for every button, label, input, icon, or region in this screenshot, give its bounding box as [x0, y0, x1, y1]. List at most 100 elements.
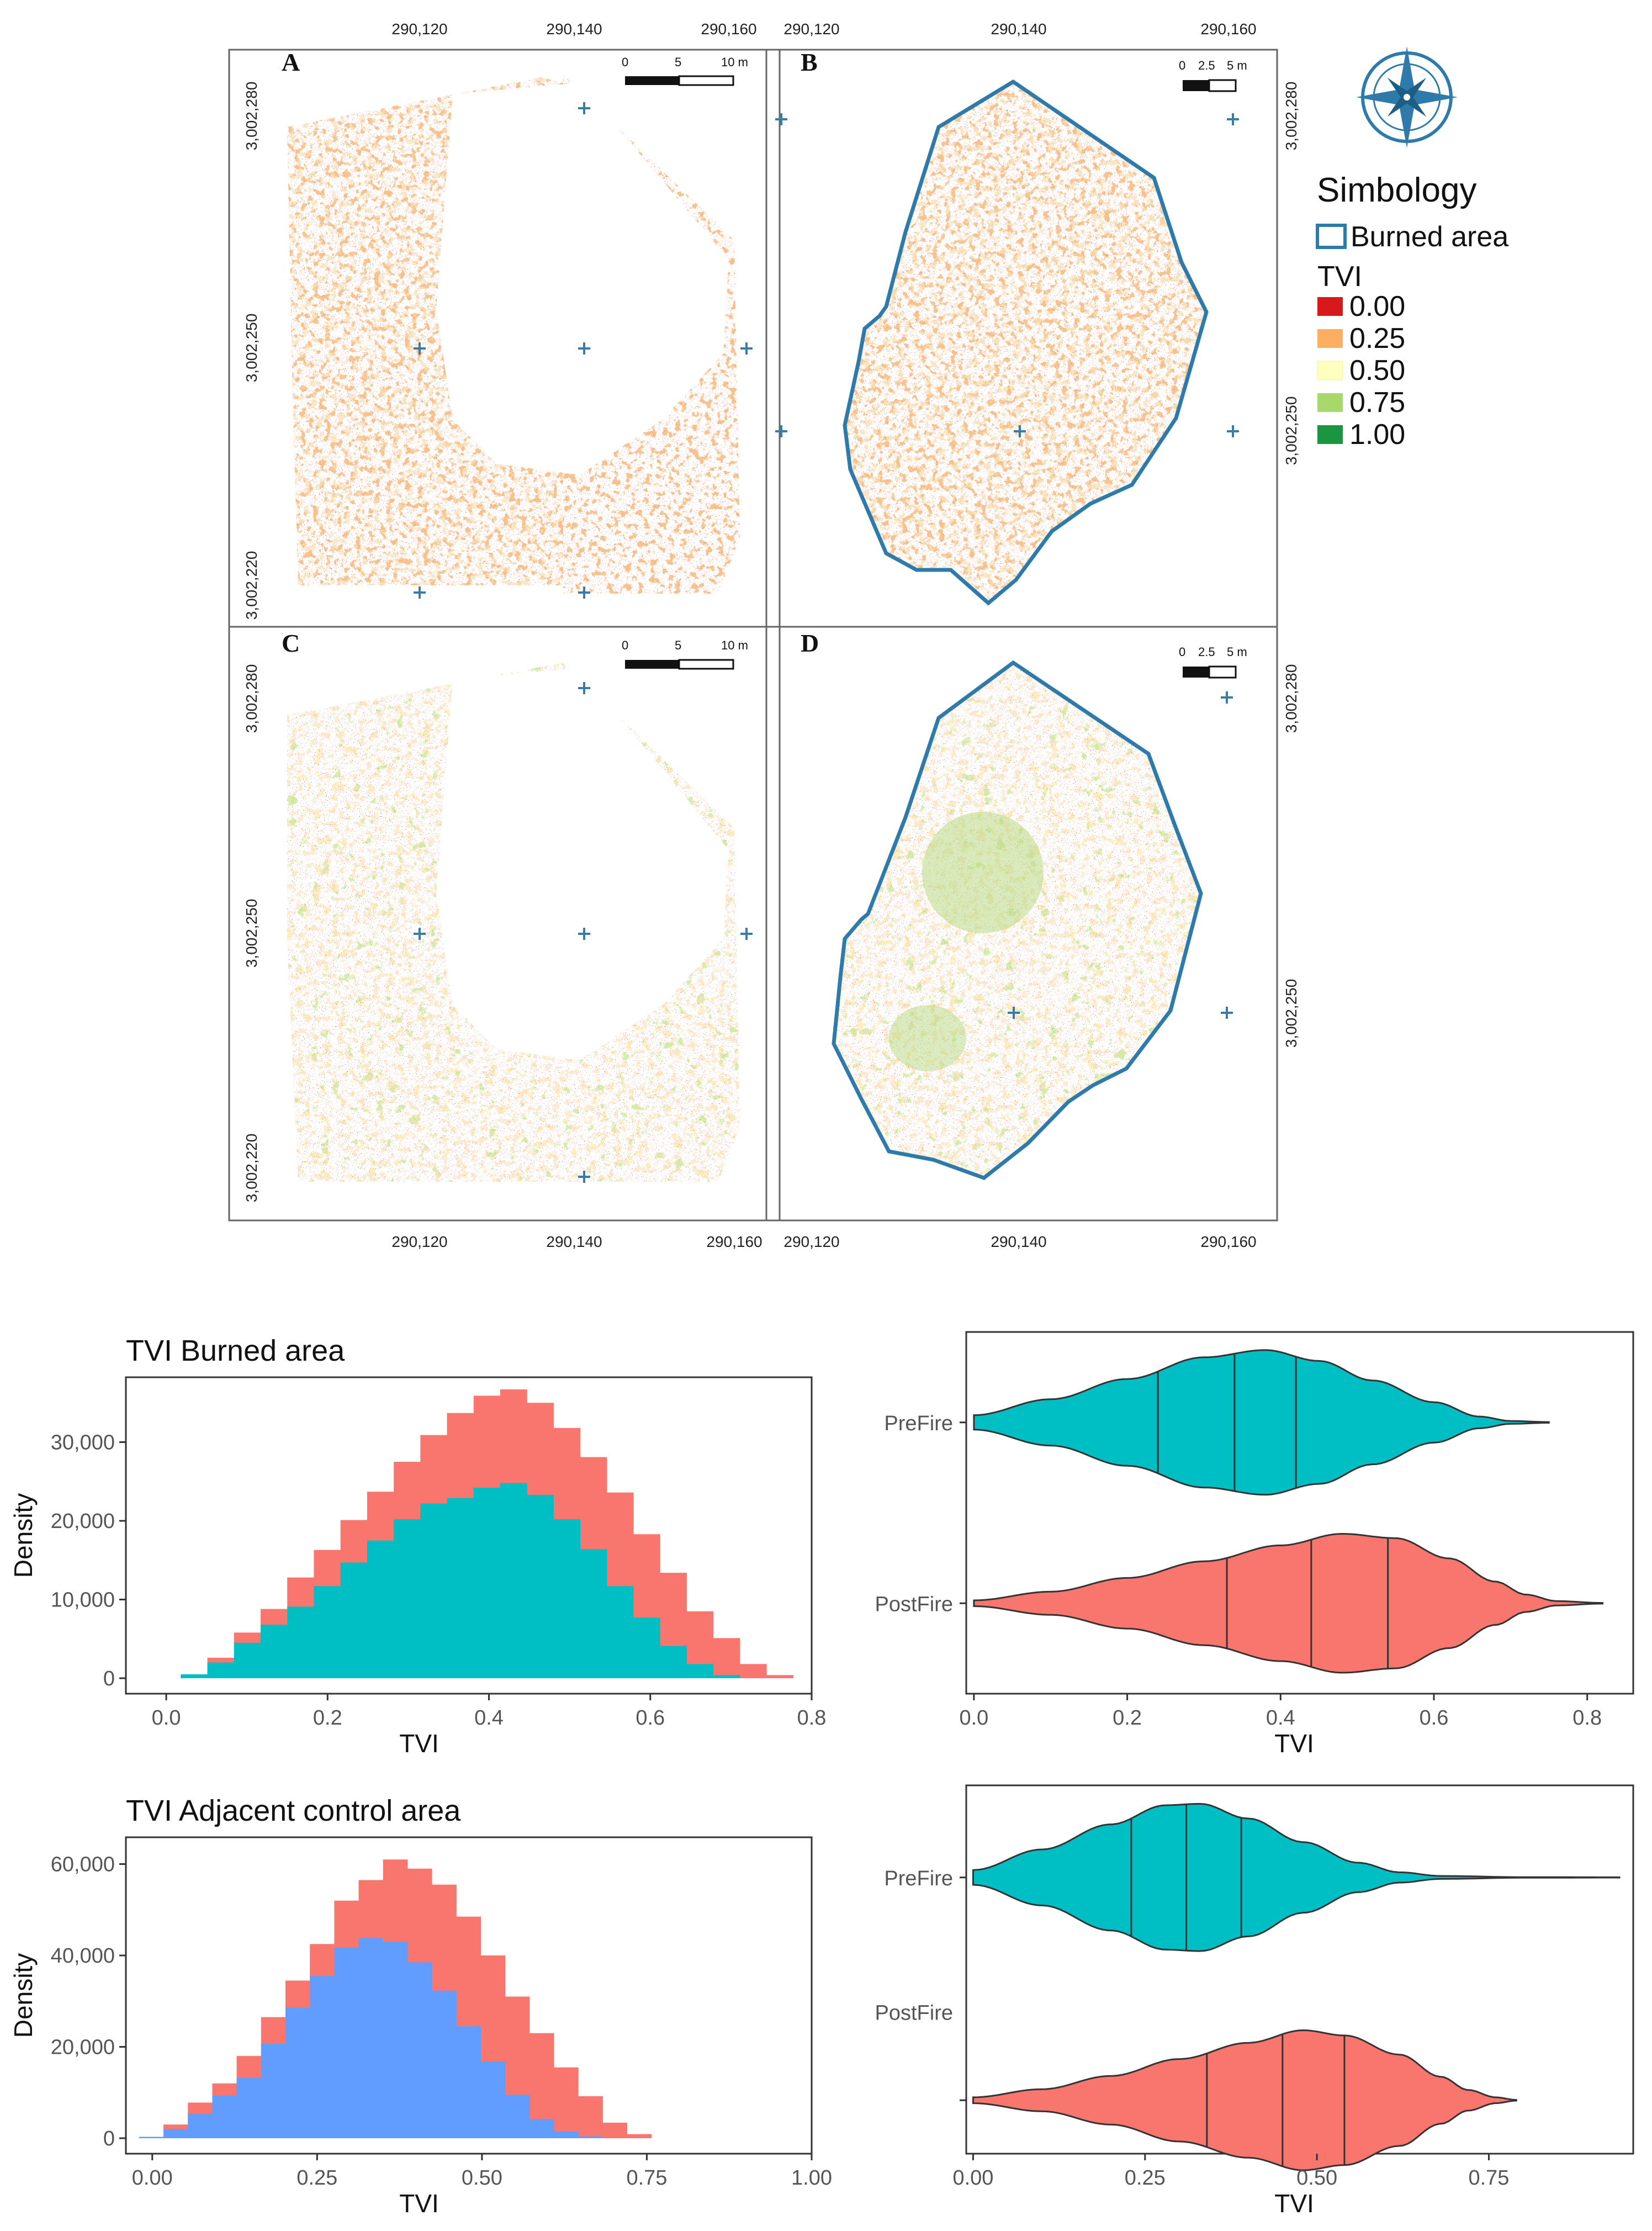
histogram-bar-prefire — [139, 2137, 164, 2138]
histogram-bar-prefire — [407, 1962, 432, 2138]
legend-swatch-1 — [1317, 329, 1343, 348]
legend-tvi-label: TVI — [1317, 261, 1362, 293]
y-tick-label: 60,000 — [51, 1853, 115, 1876]
legend-swatch-4 — [1317, 425, 1343, 444]
histogram-bar-prefire — [473, 1488, 501, 1678]
scale-bar-b: 0 2.5 5 m — [1179, 59, 1247, 92]
coord-top-a-1: 290,120 — [391, 20, 447, 38]
histogram-bar-prefire — [480, 2061, 506, 2138]
legend-class-label-4: 1.00 — [1349, 419, 1405, 451]
histogram-bar-postfire — [602, 2122, 628, 2138]
histogram-bar-prefire — [188, 2114, 213, 2138]
histogram-bar-prefire — [261, 2043, 286, 2138]
histogram-bar-prefire — [163, 2129, 188, 2138]
histogram-bar-prefire — [529, 2119, 554, 2138]
scale-tick: 5 — [675, 638, 681, 652]
histogram-bar-prefire — [285, 2007, 310, 2138]
map-panel-d — [832, 660, 1203, 1180]
x-tick-label: 0.4 — [1266, 1706, 1295, 1730]
category-label: PreFire — [884, 1867, 953, 1890]
x-tick-label: 0.25 — [296, 2166, 337, 2190]
legend-class-label-0: 0.00 — [1349, 290, 1405, 323]
scale-tick: 5 — [675, 55, 681, 69]
coord-bottom-c-1: 290,120 — [391, 1233, 447, 1250]
y-tick-label: 40,000 — [51, 1944, 115, 1968]
histogram-bar-prefire — [287, 1606, 314, 1678]
x-axis-label: TVI — [1274, 1729, 1314, 1758]
coord-bottom-d-1: 290,120 — [783, 1233, 839, 1250]
map-coordinates: 290,120 290,140 290,160 290,120 290,140 … — [243, 20, 1300, 1250]
histogram-bar-prefire — [500, 1483, 527, 1678]
legend-class-label-2: 0.50 — [1349, 355, 1405, 387]
violin-postfire — [972, 2029, 1517, 2171]
histogram-bar-prefire — [633, 1617, 660, 1678]
histogram-bar-prefire — [686, 1664, 714, 1678]
coord-left-c-3: 3,002,220 — [243, 1134, 260, 1203]
coord-bottom-d-2: 290,140 — [991, 1233, 1046, 1250]
scale-tick: 0 — [1179, 59, 1185, 72]
scale-tick: 0 — [622, 55, 628, 69]
x-tick-label: 0.0 — [152, 1706, 181, 1730]
coord-left-a-3: 3,002,220 — [243, 551, 260, 620]
histogram-bar-prefire — [314, 1586, 341, 1678]
violin-burned-area: PreFire PostFire 0.0 0.2 0.4 0.6 0.8 TVI — [875, 1331, 1634, 1758]
histogram-bar-postfire — [713, 1638, 740, 1678]
compass-rose-icon — [1356, 46, 1458, 148]
coord-top-b-2: 290,140 — [991, 20, 1046, 38]
map-panel-b — [843, 79, 1209, 606]
histogram-bar-prefire — [505, 2095, 530, 2138]
coord-bottom-c-2: 290,140 — [546, 1233, 602, 1250]
y-axis-label: Density — [9, 1493, 38, 1578]
histogram-bar-postfire — [766, 1675, 793, 1678]
violin-postfire — [973, 1532, 1603, 1674]
histogram-bar-prefire — [456, 2026, 481, 2138]
histogram-bar-prefire — [334, 1947, 359, 2138]
histogram-bar-prefire — [310, 1976, 335, 2138]
coord-left-a-2: 3,002,250 — [243, 314, 260, 383]
histogram-bar-prefire — [606, 1586, 634, 1678]
scale-tick: 5 m — [1227, 645, 1247, 659]
map-panel-a — [287, 75, 740, 594]
histogram-control-area: TVI Adjacent control area 0.00 0.25 0.50 0.7… — [9, 1794, 832, 2218]
histogram-bar-prefire — [432, 1990, 457, 2138]
legend-class-label-1: 0.25 — [1349, 323, 1405, 355]
y-tick-label: 0 — [103, 2127, 115, 2150]
burned-area-outline-d — [832, 660, 1203, 1180]
x-tick-label: 0.2 — [1113, 1706, 1142, 1730]
coord-right-b-1: 3,002,280 — [1283, 82, 1300, 151]
histogram-bar-prefire — [447, 1498, 474, 1678]
category-label: PostFire — [875, 1593, 953, 1616]
legend-swatch-3 — [1317, 393, 1343, 412]
y-tick-label: 10,000 — [51, 1589, 115, 1612]
category-label: PostFire — [875, 2001, 953, 2024]
scale-tick: 5 m — [1227, 59, 1247, 72]
histogram-bar-prefire — [261, 1625, 288, 1678]
histogram-bar-prefire — [554, 2131, 579, 2138]
burned-area-outline-b — [843, 79, 1209, 606]
histogram-bar-prefire — [367, 1540, 394, 1678]
x-axis-label: TVI — [1274, 2189, 1314, 2218]
histogram-bar-prefire — [660, 1646, 687, 1678]
scale-bar-a: 0 5 10 m — [622, 55, 748, 86]
histogram-burned-area: TVI Burned area 0.0 0.2 0.4 0.6 0.8 0 10,000 20,… — [9, 1334, 826, 1758]
panel-letter-a: A — [282, 48, 300, 76]
violin-prefire — [973, 1349, 1550, 1496]
histogram-bar-prefire — [578, 2136, 603, 2138]
chart-title: TVI Burned area — [126, 1334, 345, 1367]
x-tick-label: 0.8 — [1572, 1706, 1602, 1730]
x-axis-label: TVI — [399, 1729, 439, 1758]
grid-crosses — [414, 102, 1239, 1183]
histogram-bar-prefire — [236, 2077, 262, 2138]
coord-left-c-1: 3,002,280 — [243, 664, 260, 733]
coord-right-b-2: 3,002,250 — [1283, 396, 1300, 466]
histogram-bar-prefire — [713, 1675, 740, 1678]
scale-tick: 0 — [1179, 645, 1185, 659]
legend-swatch-2 — [1317, 361, 1343, 380]
scale-tick: 0 — [622, 638, 628, 652]
chart-title: TVI Adjacent control area — [126, 1794, 461, 1827]
x-tick-label: 1.00 — [791, 2166, 832, 2190]
x-tick-label: 0.6 — [636, 1706, 665, 1730]
histogram-bar-prefire — [181, 1674, 208, 1678]
category-label: PreFire — [884, 1412, 953, 1435]
